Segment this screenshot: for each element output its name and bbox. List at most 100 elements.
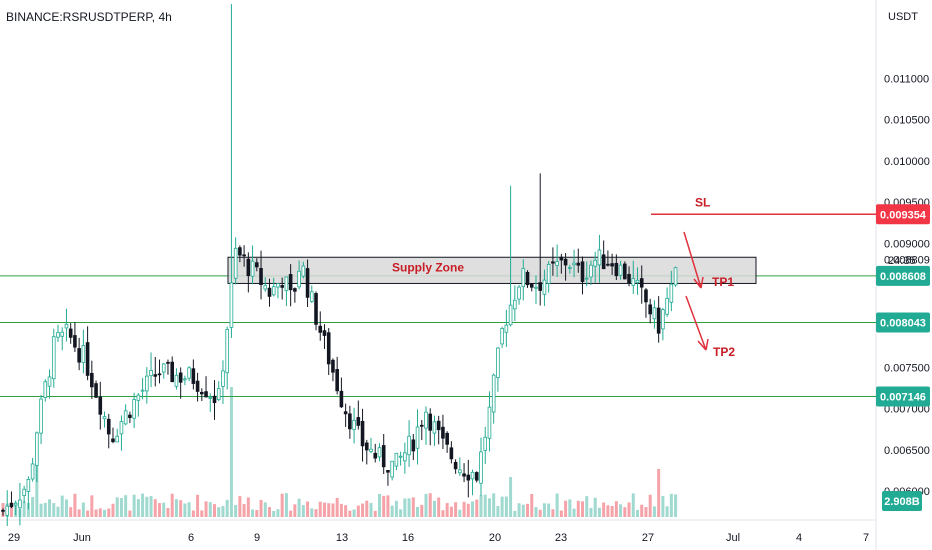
volume-bar [487,498,491,517]
volume-bar [534,507,538,517]
volume-bar [56,506,60,517]
candle-body [445,432,449,445]
candle-body [419,424,424,427]
candle-body [271,286,276,296]
volume-bar [119,498,123,517]
volume-bar [555,493,559,517]
candle-body [123,410,128,425]
y-tick-label: 0.007500 [884,362,930,374]
candle-body [424,411,428,429]
volume-bar [280,493,284,517]
candle-body [394,452,399,467]
volume-bar [432,500,436,517]
volume-bar [43,502,47,517]
volume-bar [22,501,26,517]
candle-body [491,374,496,413]
volume-bar [399,509,403,517]
volume-bar [263,502,267,517]
candle-body [242,254,246,257]
volume-bar [297,498,301,517]
volume-bar [73,493,77,517]
candle-body [529,283,534,288]
price-axis[interactable]: USDT 0.0110000.0105000.0100000.0095000.0… [876,11,930,511]
candle-body [584,277,589,280]
volume-bar [225,499,229,517]
volume-bar [284,493,288,517]
candle-body [356,417,361,426]
candle-body [276,283,280,288]
candle-body [335,369,339,392]
candle-body [610,263,614,267]
candle-body [309,291,314,302]
candle-body [589,264,593,278]
candle-body [487,406,492,439]
volume-bar [420,504,424,517]
candle-body [81,345,86,363]
volume-bar [124,495,128,517]
volume-bar [416,506,420,517]
candle-body [170,361,175,383]
candle-body [13,502,18,506]
price-tag-label: 0.008608 [880,271,926,283]
volume-bar [644,506,648,517]
volume-bar [69,507,73,517]
x-tick-label: 4 [796,532,802,544]
candle-body [618,264,623,276]
volume-tag: 2.908B [882,491,922,511]
volume-bar [306,501,310,517]
volume-bar [217,507,221,517]
volume-bar [98,508,102,517]
y-tick-label: 0.010000 [884,156,930,168]
candle-body [259,267,263,286]
volume-bar [657,469,661,517]
candle-body [305,268,310,298]
volume-bar [462,501,466,517]
volume-bar [449,506,453,517]
supply-zone-box [227,256,757,284]
volume-bar [200,510,204,517]
time-axis[interactable]: 29 Jun 6 9 13 16 20 23 27 Jul 4 7 [8,532,869,544]
volume-bar [576,500,580,517]
volume-bar [314,509,318,517]
candle-body [132,399,136,419]
bar-countdown: 24:35 [888,255,916,267]
volume-tag-label: 2.908B [884,496,920,508]
volume-bar [581,501,585,517]
candle-body [521,268,526,287]
volume-bar [547,503,551,517]
volume-bar [272,510,276,517]
candle-body [187,367,191,379]
candle-body [174,374,179,387]
volume-bar [153,499,157,517]
volume-bar [293,504,297,517]
volume-bar [648,494,652,517]
candle-body [364,442,369,451]
candle-body [449,447,454,460]
candle-body [428,413,433,431]
volume-bar [132,494,136,517]
candle-body [263,285,268,290]
volume-bar [669,493,673,517]
candle-body [280,285,284,288]
candle-body [669,283,674,303]
candle-body [623,263,627,280]
volume-bar [504,496,508,517]
currency-label: USDT [888,11,918,23]
volume-bar [623,507,627,517]
y-tick-label: 0.011000 [884,73,929,85]
volume-bar [475,499,479,517]
candle-body [90,372,94,388]
volume-bar [276,509,280,517]
x-tick-label: 13 [336,532,348,544]
candle-body [73,335,77,348]
volume-bar [627,502,631,517]
candle-body [94,383,98,398]
candle-body [254,262,259,268]
volume-bar [204,501,208,517]
candle-body [508,304,513,326]
candle-body [576,262,581,266]
volume-bar [356,505,360,517]
candle-body [377,447,382,458]
tp1-arrow-icon [683,231,704,289]
